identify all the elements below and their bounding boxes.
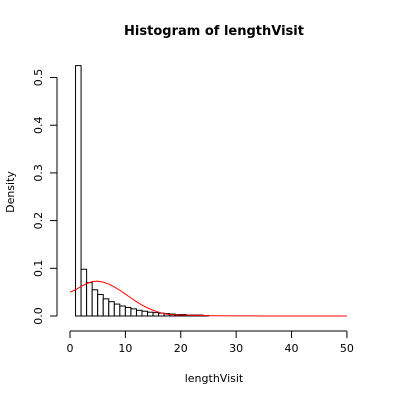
bars bbox=[75, 65, 209, 317]
y-tick-label: 0.1 bbox=[32, 260, 45, 278]
x-axis: 0 10 20 30 40 50 bbox=[67, 330, 354, 355]
histogram-bar bbox=[80, 268, 88, 317]
histogram-bar bbox=[97, 294, 104, 317]
histogram-bar bbox=[91, 289, 99, 317]
histogram-bar bbox=[113, 303, 121, 317]
x-tick-label: 30 bbox=[229, 342, 243, 355]
y-tick-label: 0.0 bbox=[32, 307, 45, 325]
y-tick-label: 0.3 bbox=[32, 164, 45, 182]
x-tick-label: 50 bbox=[340, 342, 354, 355]
histogram-bar bbox=[102, 298, 110, 317]
histogram-bar bbox=[130, 308, 137, 317]
x-tick-label: 0 bbox=[67, 342, 74, 355]
y-axis-label: Density bbox=[4, 171, 17, 213]
y-tick-label: 0.4 bbox=[32, 116, 45, 134]
y-tick-label: 0.5 bbox=[32, 69, 45, 87]
histogram-bar bbox=[152, 312, 160, 317]
y-axis: 0.0 0.1 0.2 0.3 0.4 0.5 bbox=[32, 69, 58, 325]
histogram-bar bbox=[108, 301, 115, 317]
chart-title: Histogram of lengthVisit bbox=[124, 24, 304, 39]
density-curve bbox=[69, 280, 347, 317]
histogram-bar bbox=[124, 306, 132, 317]
x-tick-label: 20 bbox=[174, 342, 188, 355]
histogram-bar bbox=[135, 309, 143, 317]
histogram-bar bbox=[119, 305, 126, 317]
x-tick-label: 10 bbox=[118, 342, 132, 355]
density-curve-layer bbox=[69, 280, 347, 317]
histogram-bar bbox=[75, 65, 82, 317]
x-tick-label: 40 bbox=[285, 342, 299, 355]
y-tick-label: 0.2 bbox=[32, 212, 45, 230]
x-axis-label: lengthVisit bbox=[185, 372, 244, 385]
histogram-bar bbox=[86, 282, 93, 317]
histogram-bar bbox=[147, 311, 154, 317]
histogram-bar bbox=[141, 310, 149, 317]
